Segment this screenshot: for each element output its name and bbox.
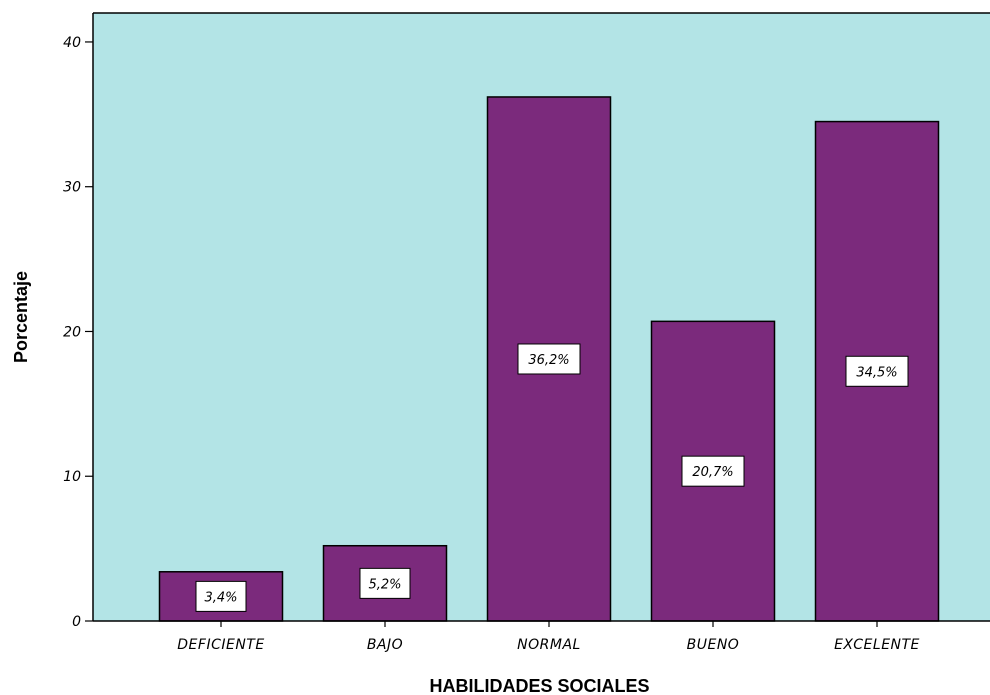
y-tick-label: 30 xyxy=(63,180,81,196)
x-axis-title: HABILIDADES SOCIALES xyxy=(429,676,649,695)
y-axis-ticks: 0 10 20 30 40 xyxy=(63,35,93,630)
data-label: 36,2% xyxy=(528,353,569,368)
data-label: 34,5% xyxy=(856,365,897,380)
x-axis-ticks: DEFICIENTE BAJO NORMAL BUENO EXCELENTE xyxy=(177,621,920,653)
data-label: 20,7% xyxy=(692,465,733,480)
x-tick-label: BAJO xyxy=(367,637,403,653)
y-tick-label: 40 xyxy=(63,35,81,51)
y-axis-title: Porcentaje xyxy=(11,271,31,363)
x-tick-label: EXCELENTE xyxy=(834,637,920,653)
data-label: 3,4% xyxy=(204,590,237,605)
data-label: 5,2% xyxy=(368,577,401,592)
x-tick-label: DEFICIENTE xyxy=(177,637,264,653)
x-tick-label: BUENO xyxy=(687,637,740,653)
y-tick-label: 0 xyxy=(72,614,81,630)
y-tick-label: 10 xyxy=(63,469,81,485)
y-tick-label: 20 xyxy=(63,324,81,340)
x-tick-label: NORMAL xyxy=(517,637,581,653)
